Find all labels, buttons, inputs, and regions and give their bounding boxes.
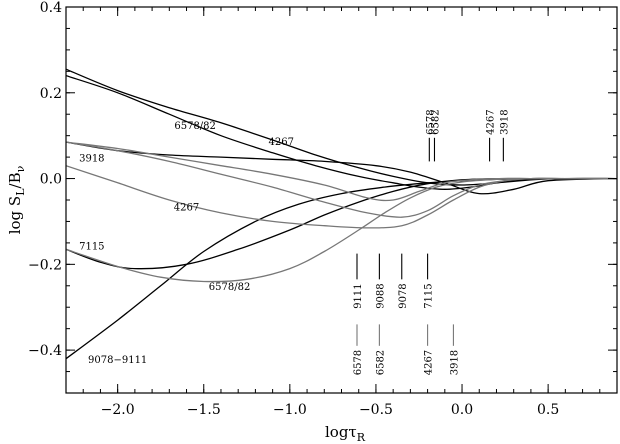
plot-frame	[65, 6, 618, 394]
x-tick-label: −1.5	[187, 402, 221, 418]
series-line-7	[66, 165, 617, 229]
y-tick-label: 0.0	[40, 172, 62, 188]
curve-label: 6578/82	[209, 282, 251, 293]
curve-labels-group: 6578/82 4267 3918 4267 7115 6578/82 9078−9111	[79, 121, 294, 366]
line-marker-label: 6578	[353, 350, 364, 375]
x-tick-label: −2.0	[101, 402, 135, 418]
line-marker-label: 6582	[430, 109, 441, 134]
x-axis-ticks: −2.0 −1.5 −1.0 −0.5 0.0 0.5	[65, 7, 618, 418]
curves-group	[66, 68, 617, 360]
line-marker-label: 4267	[486, 109, 497, 134]
svg-text:log SL/Bν: log SL/Bν	[6, 165, 27, 234]
y-axis-ticks: −0.4 −0.2 0.0 0.2 0.4	[28, 0, 617, 394]
x-tick-label: −0.5	[359, 402, 393, 418]
line-marker-label: 9078	[398, 283, 409, 308]
line-marker-label: 9088	[375, 283, 386, 308]
line-marker-label: 6578	[425, 109, 436, 134]
y-tick-label: −0.2	[28, 257, 62, 273]
line-marker-label: 3918	[499, 109, 510, 134]
line-marker-label: 7115	[424, 283, 435, 308]
y-tick-label: 0.2	[40, 86, 62, 102]
line-marker-label: 4267	[424, 350, 435, 375]
series-line-1	[66, 68, 617, 186]
curve-label: 9078−9111	[88, 355, 147, 366]
curve-label: 6578/82	[174, 121, 216, 132]
x-axis-title: logτR	[325, 423, 366, 444]
x-tick-label: 0.5	[537, 402, 559, 418]
series-line-4	[66, 177, 617, 270]
y-tick-label: −0.4	[28, 343, 62, 359]
curve-label: 7115	[79, 241, 104, 252]
line-marker-label: 9111	[353, 283, 364, 308]
curve-label: 4267	[269, 137, 294, 148]
line-marker-label: 6582	[375, 350, 386, 375]
line-marker-label: 3918	[449, 350, 460, 375]
series-line-9	[66, 141, 617, 202]
x-tick-label: −1.0	[273, 402, 307, 418]
y-tick-label: 0.4	[40, 0, 62, 16]
series-line-2	[66, 74, 617, 190]
x-tick-label: 0.0	[451, 402, 473, 418]
curve-label: 4267	[174, 203, 199, 214]
curve-label: 3918	[79, 153, 104, 164]
y-axis-title: log SL/Bν	[6, 165, 27, 234]
series-line-3	[66, 141, 617, 195]
